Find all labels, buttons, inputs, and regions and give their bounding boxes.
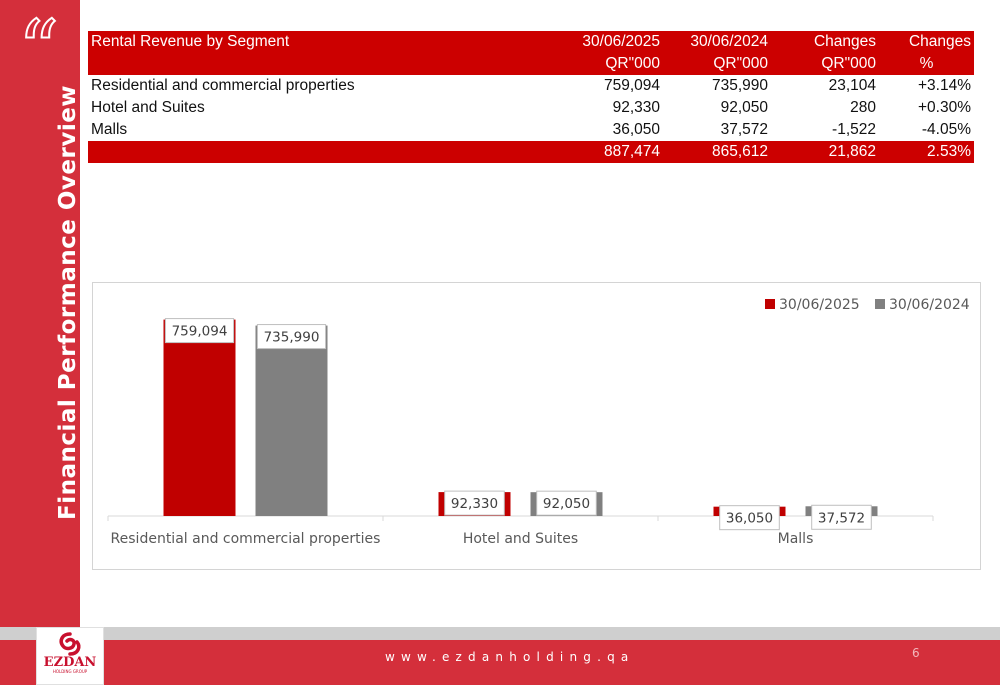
data-label: 92,050 [543, 496, 590, 512]
table-header-row: Rental Revenue by Segment 30/06/2025 30/… [88, 31, 974, 53]
website-url: www.ezdanholding.qa [385, 650, 635, 664]
header-2024: 30/06/2024 [663, 31, 771, 53]
value-2024: 37,572 [720, 121, 768, 138]
category-label: Hotel and Suites [463, 531, 578, 547]
chart-canvas: 759,094 735,990 Residential and commercial… [107, 297, 970, 547]
header-unit-blank [88, 53, 558, 75]
total-2024: 865,612 [663, 141, 771, 163]
table-total-row: 887,474 865,612 21,862 2.53% [88, 141, 974, 163]
table-row: Hotel and Suites 92,330 92,050 280 +0.30… [88, 97, 974, 119]
header-segment: Rental Revenue by Segment [88, 31, 558, 53]
value-2024: 735,990 [711, 77, 768, 94]
value-2025: 92,330 [612, 99, 660, 116]
page-number: 6 [912, 646, 920, 660]
header-changes: Changes [771, 31, 879, 53]
value-change-pct: +0.30% [917, 99, 971, 116]
total-change-pct: 2.53% [879, 141, 974, 163]
rental-revenue-table: Rental Revenue by Segment 30/06/2025 30/… [88, 31, 974, 163]
data-label: 759,094 [172, 324, 228, 340]
legend-swatch [875, 299, 885, 309]
sidebar: “ Financial Performance Overview [0, 0, 81, 627]
table-row: Residential and commercial properties 75… [88, 75, 974, 97]
data-label-box [444, 490, 505, 516]
logo-swirl-icon [59, 632, 81, 656]
revenue-bar-chart: 759,094 735,990 Residential and commercial… [92, 282, 981, 570]
header-unit-pct: % [879, 53, 974, 75]
value-change: -1,522 [832, 121, 876, 138]
header-changes-pct: Changes [879, 31, 974, 53]
company-logo: EZDAN HOLDING GROUP [36, 627, 104, 685]
data-label-box [811, 504, 872, 530]
segment-name: Malls [91, 121, 128, 138]
header-unit-2024: QR"000 [663, 53, 771, 75]
header-2025: 30/06/2025 [558, 31, 663, 53]
segment-name: Residential and commercial properties [91, 77, 355, 94]
logo-text: EZDAN [43, 655, 97, 670]
value-change: 280 [850, 99, 876, 116]
value-change-pct: +3.14% [917, 77, 971, 94]
category-label: Residential and commercial properties [111, 531, 381, 547]
value-2025: 759,094 [603, 77, 660, 94]
legend-label: 30/06/2024 [889, 297, 970, 313]
bar-30/06/2025 [163, 319, 236, 516]
value-change-pct: -4.05% [921, 121, 971, 138]
footer-bar [0, 640, 1000, 685]
table-row: Malls 36,050 37,572 -1,522 -4.05% [88, 119, 974, 141]
total-change: 21,862 [771, 141, 879, 163]
logo-subtext: HOLDING GROUP [52, 669, 88, 674]
value-2024: 92,050 [720, 99, 768, 116]
category-label: Malls [778, 531, 814, 547]
total-2025: 887,474 [558, 141, 663, 163]
segment-name: Hotel and Suites [91, 99, 205, 116]
data-label-box [719, 505, 780, 531]
value-2025: 36,050 [612, 121, 660, 138]
data-label-box [164, 318, 235, 344]
quote-icon: “ [17, 3, 60, 96]
footer-divider [0, 627, 1000, 640]
legend-label: 30/06/2025 [779, 297, 860, 313]
data-label: 37,572 [818, 510, 865, 526]
bar-30/06/2024 [255, 325, 328, 516]
data-label: 92,330 [451, 496, 498, 512]
header-unit-changes: QR"000 [771, 53, 879, 75]
page-title: Financial Performance Overview [55, 84, 81, 520]
data-label-box [256, 324, 327, 350]
data-label-box [536, 490, 597, 516]
table-header-row: QR"000 QR"000 QR"000 % [88, 53, 974, 75]
total-label [88, 141, 558, 163]
header-unit-2025: QR"000 [558, 53, 663, 75]
value-change: 23,104 [828, 77, 876, 94]
data-label: 735,990 [264, 330, 320, 346]
data-label: 36,050 [726, 511, 773, 527]
legend-swatch [765, 299, 775, 309]
